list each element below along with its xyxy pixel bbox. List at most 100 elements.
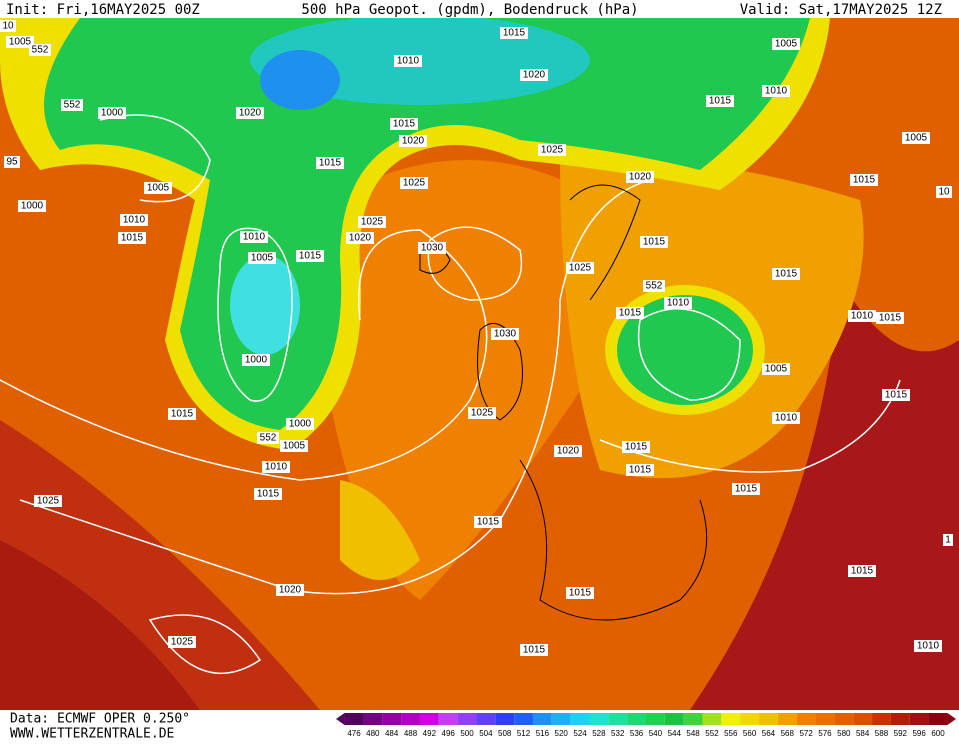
isobar-label-box — [296, 250, 324, 262]
isobar-label-box — [643, 280, 665, 292]
isobar-label: 1015 — [569, 588, 592, 599]
isobar-label: 1015 — [523, 645, 546, 656]
colorbar-label: 552 — [705, 729, 719, 738]
isobar-label-box — [390, 118, 418, 130]
colorbar-swatch — [382, 713, 402, 725]
isobar-label: 1010 — [917, 641, 940, 652]
isobar-label-box — [626, 171, 654, 183]
colorbar-swatch — [796, 713, 816, 725]
isobar-label: 1005 — [775, 39, 798, 50]
isobar-label-box — [168, 636, 196, 648]
isobar-label: 1010 — [123, 215, 146, 226]
isobar-label-box — [257, 432, 279, 444]
coastline — [569, 184, 641, 301]
colorbar-swatch — [401, 713, 420, 725]
isobar-label-box — [254, 488, 282, 500]
isobar-label: 1010 — [775, 413, 798, 424]
isobar-label-box — [248, 252, 276, 264]
isobar-label-box — [554, 445, 582, 457]
colorbar-label: 484 — [385, 729, 399, 738]
valid-time: Valid: Sat,17MAY2025 12Z — [740, 2, 942, 18]
colorbar-swatch — [777, 713, 797, 725]
isobar-label-box — [418, 242, 446, 254]
isobar-label: 1015 — [257, 489, 280, 500]
isobar — [637, 308, 741, 401]
isobar-label-box — [616, 307, 644, 319]
colorbar-swatch — [589, 713, 609, 725]
isobar-label-box — [280, 440, 308, 452]
isobar-label: 1020 — [349, 233, 372, 244]
field-yellow-ridge — [340, 480, 420, 580]
isobar-label: 1025 — [541, 145, 564, 156]
isobar-label-box — [118, 232, 146, 244]
isobar-label: 1005 — [251, 253, 274, 264]
colorbar: 476 480 484 488 492 496 500 504 508 512 516 520 524 5… — [336, 713, 956, 738]
isobar-label-box — [286, 418, 314, 430]
colorbar-label: 492 — [423, 729, 437, 738]
isobar-label: 552 — [260, 433, 277, 444]
isobar-label: 1015 — [643, 237, 666, 248]
isobar-label: 1025 — [37, 496, 60, 507]
isobar-label: 1015 — [319, 158, 342, 169]
colorbar-label: 496 — [442, 729, 456, 738]
colorbar-label: 516 — [536, 729, 550, 738]
isobar-label: 1015 — [171, 409, 194, 420]
isobar-label: 1010 — [667, 298, 690, 309]
colorbar-label: 532 — [611, 729, 625, 738]
isobar-label-box — [914, 640, 942, 652]
colorbar-label: 580 — [837, 729, 851, 738]
colorbar-swatch — [759, 713, 778, 725]
isobar-label-box — [4, 156, 20, 168]
isobar-label-box — [566, 587, 594, 599]
isobar-label-box — [242, 354, 270, 366]
coastline — [519, 459, 708, 621]
isobar-label-box — [706, 95, 734, 107]
colorbar-label: 548 — [686, 729, 700, 738]
isobar-label: 1030 — [494, 329, 517, 340]
isobar-label-box — [29, 44, 51, 56]
isobar-label-box — [882, 389, 910, 401]
isobar-label: 1015 — [625, 442, 648, 453]
isobar-label: 1000 — [289, 419, 312, 430]
isobar-label: 1015 — [299, 251, 322, 262]
colorbar-swatch — [740, 713, 760, 725]
isobar-label: 1010 — [397, 56, 420, 67]
isobar-label: 1020 — [402, 136, 425, 147]
isobar-label-box — [762, 85, 790, 97]
isobar-label: 1015 — [709, 96, 732, 107]
colorbar-label: 520 — [555, 729, 569, 738]
colorbar-swatch — [627, 713, 646, 725]
isobar — [0, 229, 488, 481]
isobar-label-box — [732, 483, 760, 495]
colorbar-swatch — [853, 713, 873, 725]
colorbar-swatch — [419, 713, 439, 725]
field-darkred-sw — [0, 540, 200, 710]
isobar-label: 1005 — [765, 364, 788, 375]
colorbar-swatch — [890, 713, 910, 725]
isobar-label-box — [762, 363, 790, 375]
isobar-label: 1010 — [243, 232, 266, 243]
colorbar-label: 540 — [649, 729, 663, 738]
isobar-label-box — [538, 144, 566, 156]
isobar-label: 1015 — [853, 175, 876, 186]
isobar-label: 1015 — [879, 313, 902, 324]
site-name: WWW.WETTERZENTRALE.DE — [10, 727, 174, 742]
isobar-label-box — [626, 464, 654, 476]
coastlines — [419, 184, 708, 621]
colorbar-swatch — [532, 713, 552, 725]
colorbar-label: 556 — [724, 729, 738, 738]
isobar-label-box — [98, 107, 126, 119]
isobar-label-box — [346, 232, 374, 244]
colorbar-swatch — [551, 713, 571, 725]
colorbar-label: 568 — [781, 729, 795, 738]
colorbar-swatch — [872, 713, 891, 725]
isobar-label-box — [772, 412, 800, 424]
colorbar-label: 488 — [404, 729, 418, 738]
colorbar-label: 500 — [460, 729, 474, 738]
colorbar-swatch — [608, 713, 628, 725]
colorbar-label: 512 — [517, 729, 531, 738]
isobar-label-box — [0, 20, 16, 32]
colorbar-label: 480 — [366, 729, 380, 738]
isobar-label: 1015 — [775, 269, 798, 280]
